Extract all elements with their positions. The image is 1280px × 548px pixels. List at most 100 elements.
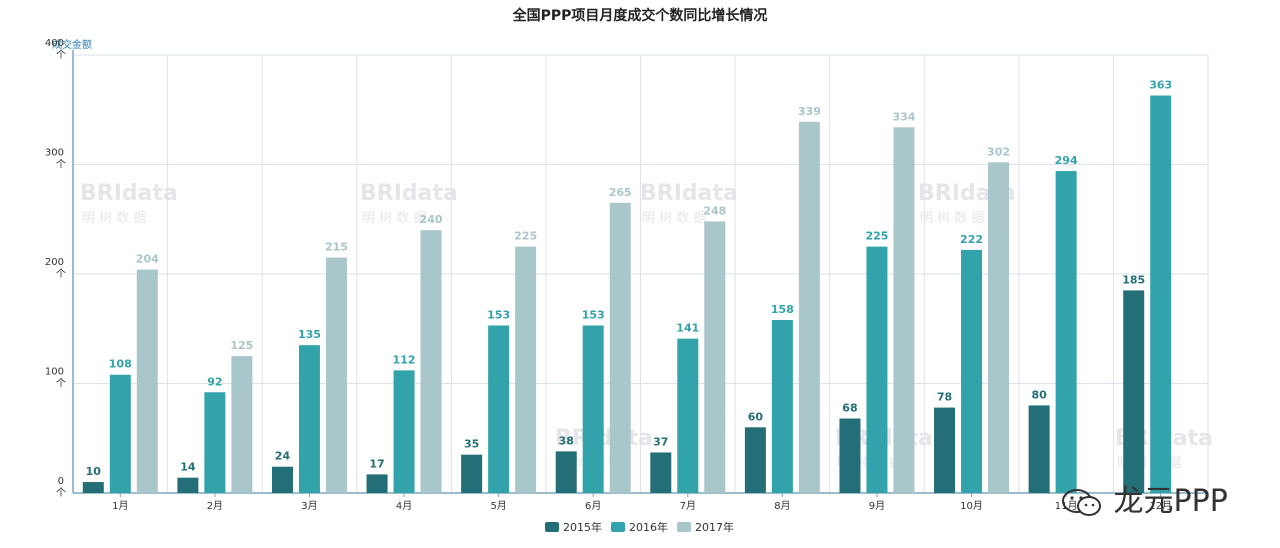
bar-2017年-9月: [893, 127, 915, 494]
x-tick-label: 8月: [774, 500, 790, 512]
bar-2017年-4月: [420, 230, 442, 493]
bar-2016年-11月: [1055, 171, 1077, 493]
bar-2015年-6月: [555, 451, 577, 493]
y-tick-label: 400: [45, 38, 64, 49]
y-tick-unit: 个: [56, 378, 66, 390]
chart-title: 全国PPP项目月度成交个数同比增长情况: [512, 7, 768, 24]
bar-2017年-3月: [325, 257, 347, 493]
x-tick-label: 4月: [396, 500, 412, 512]
data-label: 135: [298, 328, 321, 341]
bar-2016年-10月: [961, 249, 983, 493]
bar-2015年-4月: [366, 474, 388, 493]
bar-2016年-2月: [204, 392, 226, 493]
legend-swatch: [611, 522, 625, 532]
watermark-brand: BRIdata: [555, 426, 653, 451]
bar-2017年-7月: [704, 221, 726, 493]
x-tick-label: 3月: [301, 500, 317, 512]
data-label: 14: [180, 461, 196, 474]
x-tick-label: 5月: [490, 500, 506, 512]
bar-2016年-3月: [298, 345, 320, 493]
x-tick-label: 12月: [1149, 500, 1172, 512]
x-tick-label: 10月: [960, 500, 983, 512]
y-tick-label: 100: [45, 367, 64, 378]
y-tick-unit: 个: [56, 268, 66, 280]
data-label: 92: [207, 375, 222, 388]
watermark-subtitle: 明 树 数 据: [642, 211, 706, 226]
data-label: 265: [609, 186, 632, 199]
bar-2015年-11月: [1028, 405, 1050, 493]
data-label: 153: [582, 308, 605, 321]
data-label: 215: [325, 241, 348, 254]
bar-2015年-10月: [934, 407, 956, 493]
data-label: 153: [487, 308, 510, 321]
bar-2016年-12月: [1150, 95, 1172, 493]
x-tick-label: 1月: [112, 500, 128, 512]
bar-2015年-2月: [177, 477, 199, 493]
data-label: 225: [865, 230, 888, 243]
data-label: 78: [937, 391, 952, 404]
bar-2017年-6月: [609, 202, 631, 493]
bar-2015年-9月: [839, 418, 861, 493]
y-tick-unit: 个: [56, 49, 66, 61]
data-label: 294: [1055, 154, 1078, 167]
bar-2015年-7月: [650, 452, 672, 493]
bar-2017年-1月: [136, 269, 158, 493]
x-tick-label: 2月: [207, 500, 223, 512]
data-label: 339: [798, 105, 821, 118]
bar-2016年-1月: [109, 374, 131, 493]
bar-2016年-9月: [866, 246, 888, 493]
brand-logo: 龙元PPP: [1060, 476, 1228, 520]
watermark-subtitle: 明 树 数 据: [362, 211, 426, 226]
data-label: 363: [1149, 79, 1172, 92]
bar-2015年-3月: [271, 466, 293, 493]
y-tick-label: 200: [45, 257, 64, 268]
data-label: 222: [960, 233, 983, 246]
y-tick-label: 300: [45, 148, 64, 159]
data-label: 35: [464, 438, 479, 451]
legend-label: 2015年: [563, 520, 602, 534]
watermark-brand: BRIdata: [360, 181, 458, 206]
legend-swatch: [677, 522, 691, 532]
y-tick-label: 0: [58, 476, 64, 487]
data-label: 204: [136, 253, 159, 266]
data-label: 158: [771, 303, 794, 316]
bar-2016年-5月: [488, 325, 510, 493]
data-label: 24: [275, 450, 291, 463]
data-label: 10: [86, 465, 102, 478]
data-label: 141: [676, 322, 699, 335]
x-tick-label: 9月: [869, 500, 885, 512]
y-axis-label: 成交金额: [52, 38, 92, 51]
data-label: 38: [559, 434, 574, 447]
legend-label: 2016年: [629, 520, 668, 534]
data-label: 68: [842, 402, 857, 415]
data-label: 37: [653, 435, 668, 448]
watermark-brand: BRIdata: [640, 181, 738, 206]
bar-2017年-10月: [988, 162, 1010, 493]
data-label: 225: [514, 230, 537, 243]
y-tick-unit: 个: [56, 159, 66, 171]
bar-2016年-8月: [771, 319, 793, 493]
data-label: 80: [1031, 388, 1047, 401]
data-label: 334: [892, 110, 915, 123]
watermark-brand: BRIdata: [80, 181, 178, 206]
data-label: 302: [987, 145, 1010, 158]
bar-2015年-5月: [461, 454, 483, 493]
legend-label: 2017年: [695, 520, 734, 534]
data-label: 125: [230, 339, 253, 352]
data-label: 112: [393, 353, 416, 366]
data-label: 240: [420, 213, 443, 226]
data-label: 17: [369, 457, 384, 470]
bar-2016年-7月: [677, 338, 699, 493]
bar-2017年-5月: [515, 246, 537, 493]
bar-2015年-8月: [744, 427, 766, 493]
data-label: 60: [748, 410, 764, 423]
bar-2015年-12月: [1123, 290, 1145, 493]
data-label: 248: [703, 204, 726, 217]
legend-swatch: [545, 522, 559, 532]
x-tick-label: 7月: [680, 500, 696, 512]
data-label: 108: [109, 358, 132, 371]
bar-2017年-2月: [231, 356, 253, 493]
bar-2016年-4月: [393, 370, 415, 493]
x-tick-label: 6月: [585, 500, 601, 512]
